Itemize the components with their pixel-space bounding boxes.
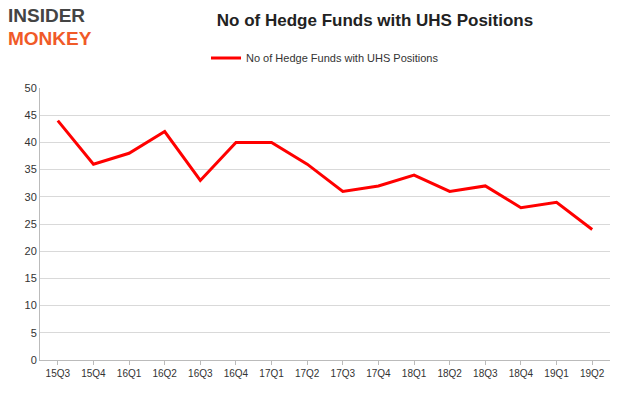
svg-text:40: 40 [25, 136, 37, 148]
svg-text:18Q4: 18Q4 [509, 368, 534, 379]
svg-text:17Q1: 17Q1 [259, 368, 284, 379]
svg-text:35: 35 [25, 163, 37, 175]
svg-text:20: 20 [25, 245, 37, 257]
svg-text:16Q4: 16Q4 [224, 368, 249, 379]
svg-text:18Q1: 18Q1 [402, 368, 427, 379]
svg-text:17Q4: 17Q4 [366, 368, 391, 379]
svg-text:No of Hedge Funds with UHS Pos: No of Hedge Funds with UHS Positions [246, 52, 438, 64]
svg-text:15Q3: 15Q3 [46, 368, 71, 379]
svg-text:No of Hedge Funds with UHS Pos: No of Hedge Funds with UHS Positions [217, 11, 533, 30]
svg-text:18Q2: 18Q2 [437, 368, 462, 379]
svg-text:16Q3: 16Q3 [188, 368, 213, 379]
svg-text:30: 30 [25, 191, 37, 203]
svg-text:MONKEY: MONKEY [8, 28, 92, 49]
svg-text:5: 5 [31, 327, 37, 339]
svg-text:15Q4: 15Q4 [81, 368, 106, 379]
svg-text:50: 50 [25, 82, 37, 94]
svg-text:19Q2: 19Q2 [580, 368, 605, 379]
svg-text:18Q3: 18Q3 [473, 368, 498, 379]
svg-text:19Q1: 19Q1 [544, 368, 569, 379]
svg-text:45: 45 [25, 109, 37, 121]
svg-text:10: 10 [25, 299, 37, 311]
svg-text:INSIDER: INSIDER [8, 5, 85, 26]
svg-text:16Q2: 16Q2 [152, 368, 177, 379]
svg-text:25: 25 [25, 218, 37, 230]
svg-text:17Q2: 17Q2 [295, 368, 320, 379]
svg-text:0: 0 [31, 354, 37, 366]
svg-text:17Q3: 17Q3 [331, 368, 356, 379]
svg-text:16Q1: 16Q1 [117, 368, 142, 379]
svg-text:15: 15 [25, 272, 37, 284]
